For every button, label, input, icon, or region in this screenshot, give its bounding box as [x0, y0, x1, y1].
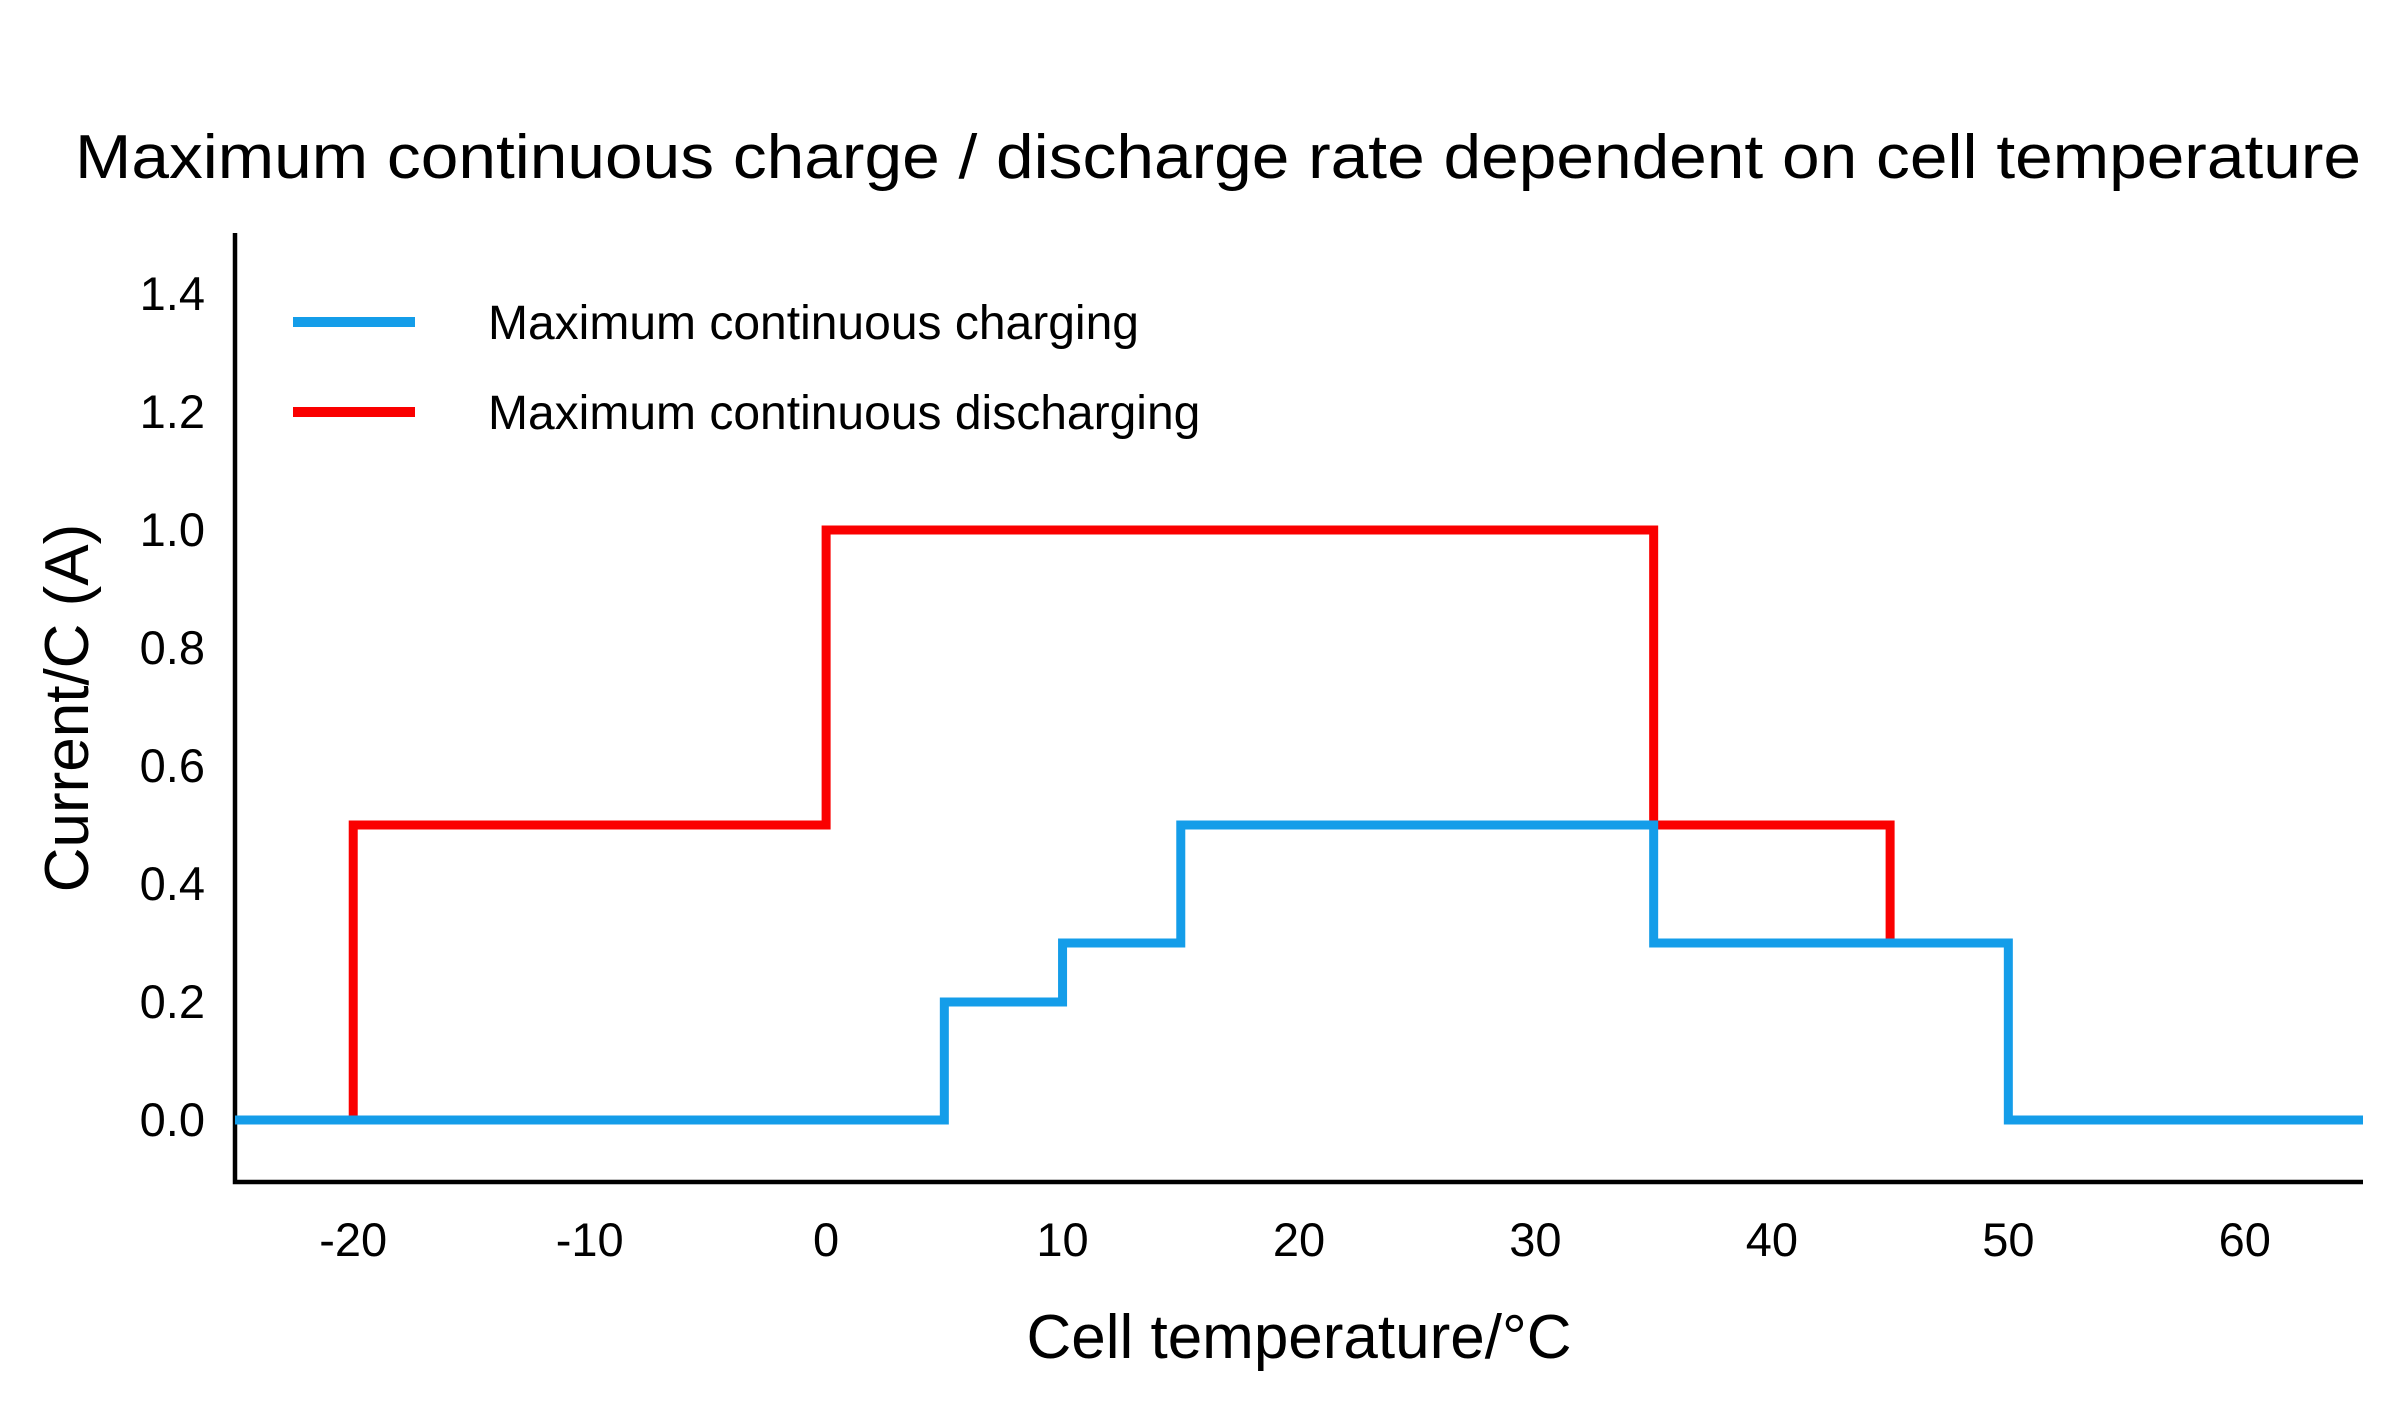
series-line-maximum-continuous-discharging: [348, 525, 1895, 1120]
legend: Maximum continuous charging Maximum cont…: [293, 297, 1200, 440]
x-tick-label: -10: [556, 1213, 624, 1266]
x-tick-label: 60: [2219, 1213, 2271, 1266]
x-tick-label: 40: [1746, 1213, 1798, 1266]
x-tick-labels: -20 -10 0 10 20 30 40 50 60: [319, 1213, 2271, 1266]
y-tick-label: 0.6: [140, 739, 205, 792]
y-tick-label: 1.0: [140, 503, 205, 556]
x-axis-label: Cell temperature/°C: [1026, 1303, 1571, 1372]
y-tick-label: 0.2: [140, 975, 205, 1028]
y-tick-labels: 0.0 0.2 0.4 0.6 0.8 1.0 1.2 1.4: [140, 267, 205, 1146]
x-tick-label: 20: [1273, 1213, 1325, 1266]
y-tick-label: 1.2: [140, 385, 205, 438]
x-tick-label: 10: [1036, 1213, 1088, 1266]
legend-label-discharging: Maximum continuous discharging: [488, 387, 1200, 440]
y-tick-label: 1.4: [140, 267, 205, 320]
y-tick-label: 0.4: [140, 857, 205, 910]
x-tick-label: 30: [1509, 1213, 1561, 1266]
chart-title: Maximum continuous charge / discharge ra…: [75, 123, 2361, 192]
x-tick-label: 50: [1982, 1213, 2034, 1266]
y-tick-label: 0.0: [140, 1093, 205, 1146]
legend-label-charging: Maximum continuous charging: [488, 297, 1139, 350]
axes-spines: [232, 233, 2363, 1185]
x-tick-label: -20: [319, 1213, 387, 1266]
series-line-maximum-continuous-charging: [235, 820, 2363, 1125]
series-lines: [235, 525, 2363, 1125]
y-tick-label: 0.8: [140, 621, 205, 674]
y-axis-label: Current/C (A): [33, 524, 102, 893]
x-tick-label: 0: [813, 1213, 839, 1266]
